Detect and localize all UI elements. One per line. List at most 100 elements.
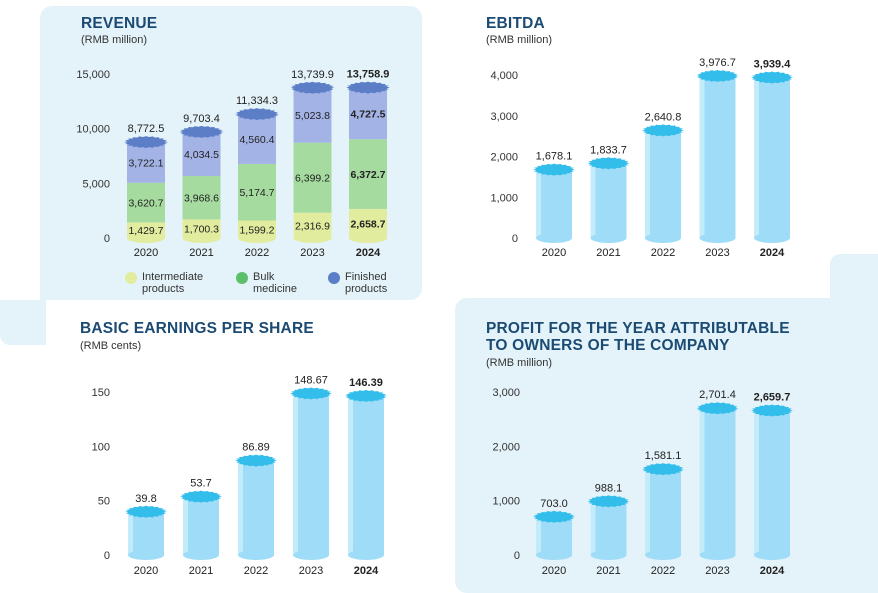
bar-highlight-2021: [183, 496, 188, 555]
revenue-bar-finished-2023: [293, 87, 332, 143]
bar-cap-2023: [696, 69, 739, 82]
bar-highlight-2023: [699, 75, 705, 238]
value-label-2020: 703.0: [540, 498, 568, 510]
x-label-2020: 2020: [134, 565, 158, 577]
bar-highlight-2024: [348, 395, 353, 555]
revenue-chart: 0 5,000 10,000 15,000 1,429.7 3,620.7 3,722.1 8…: [76, 69, 390, 259]
x-label-2022: 2022: [651, 247, 675, 259]
revenue-label-bulk-2022: 5,174.7: [239, 187, 274, 199]
revenue-label-intermediate-2020: 1,429.7: [128, 225, 163, 237]
bar-2022: [645, 130, 681, 238]
bar-base-2024: [348, 550, 384, 560]
bar-highlight-2020: [128, 511, 133, 555]
left-tab-decoration: [0, 300, 46, 345]
bar-cap-2021: [587, 157, 630, 170]
revenue-label-finished-2021: 4,034.5: [184, 149, 219, 161]
bar-2024: [754, 77, 790, 238]
ytick-label-50: 50: [98, 496, 110, 508]
bar-base-2021: [590, 550, 627, 560]
right-tab-decoration: [830, 254, 878, 302]
x-label-2020: 2020: [542, 247, 566, 259]
bar-highlight-2022: [645, 130, 650, 238]
bar-base-2021: [183, 550, 219, 560]
bar-cap-2023: [290, 387, 332, 400]
bar-2023: [293, 393, 329, 555]
legend-bulk-label: Bulk medicine: [253, 271, 298, 295]
bar-base-2022: [645, 550, 681, 560]
revenue-bar-bulk-2020: [127, 182, 165, 223]
bar-2020: [536, 169, 572, 238]
bar-base-2021: [590, 233, 627, 243]
revenue-bar-finished-2021: [182, 131, 221, 177]
revenue-cap-2020: [124, 136, 168, 149]
profit-title-line2: TO OWNERS OF THE COMPANY: [486, 337, 730, 354]
eps-title: BASIC EARNINGS PER SHARE: [80, 320, 314, 337]
revenue-unit: (RMB million): [81, 34, 147, 46]
revenue-ytick-label-15000: 15,000: [76, 69, 110, 81]
bar-2023: [699, 75, 736, 238]
ytick-label-100: 100: [92, 441, 110, 453]
ytick-label-0: 0: [104, 550, 110, 562]
revenue-label-finished-2023: 5,023.8: [295, 110, 330, 122]
bar-cap-2022: [235, 454, 277, 467]
bar-2021: [183, 496, 219, 555]
x-label-2022: 2022: [651, 565, 675, 577]
bar-cap-2021: [587, 495, 630, 508]
ebitda-chart: 0 1,000 2,000 3,000 4,000 1,678.1 2020 1,833.7 2…: [490, 57, 793, 259]
ytick-label-3000: 3,000: [490, 111, 518, 123]
revenue-bar-bulk-2022: [238, 163, 276, 221]
revenue-cap-2021: [179, 125, 224, 138]
bar-2021: [590, 163, 627, 238]
x-label-2024: 2024: [760, 565, 785, 577]
revenue-cap-2022: [235, 108, 279, 121]
revenue-ytick-label-5000: 5,000: [82, 178, 110, 190]
revenue-bar-bulk-2021: [182, 176, 221, 220]
x-label-2023: 2023: [705, 247, 729, 259]
value-label-2020: 39.8: [135, 493, 156, 505]
value-label-2022: 86.89: [242, 442, 270, 454]
bar-2022: [238, 460, 274, 555]
revenue-bar-intermediate-2022: [238, 220, 276, 238]
bar-highlight-2021: [590, 163, 596, 238]
bar-base-2023: [699, 233, 736, 243]
bar-highlight-2024: [754, 410, 759, 555]
bar-highlight-2024: [754, 77, 759, 238]
bar-2024: [348, 395, 384, 555]
bar-highlight-2023: [699, 408, 705, 555]
value-label-2022: 1,581.1: [645, 450, 682, 462]
bar-cap-2024: [345, 389, 387, 402]
profit-title-line1: PROFIT FOR THE YEAR ATTRIBUTABLE: [486, 320, 790, 337]
bar-base-2020: [536, 550, 572, 560]
ytick-label-0: 0: [514, 550, 520, 562]
revenue-label-bulk-2020: 3,620.7: [128, 198, 163, 210]
revenue-cap-2023: [290, 81, 335, 94]
profit-panel: PROFIT FOR THE YEAR ATTRIBUTABLE TO OWNE…: [440, 300, 878, 593]
bar-2021: [590, 501, 627, 555]
eps-chart: 0 50 100 150 39.8 2020 53.7 2021 86.89 2022 148.67…: [92, 374, 387, 577]
bar-2020: [128, 511, 164, 555]
bar-highlight-2022: [238, 460, 243, 555]
revenue-bar-bulk-2024: [349, 139, 387, 209]
legend-intermediate-swatch: [125, 272, 137, 284]
revenue-label-bulk-2023: 6,399.2: [295, 173, 330, 185]
bar-cap-2020: [533, 163, 575, 176]
bar-cap-2021: [180, 490, 222, 503]
bar-2020: [536, 516, 572, 555]
revenue-x-label-2020: 2020: [134, 247, 158, 259]
value-label-2023: 2,701.4: [699, 389, 736, 401]
eps-panel: BASIC EARNINGS PER SHARE (RMB cents) 0 50…: [0, 300, 440, 593]
bar-cap-2020: [533, 510, 575, 523]
ebitda-unit: (RMB million): [486, 34, 552, 46]
ytick-label-0: 0: [512, 233, 518, 245]
bar-cap-2022: [642, 124, 684, 137]
bar-highlight-2021: [590, 501, 596, 555]
x-label-2024: 2024: [760, 247, 785, 259]
bar-2022: [645, 469, 681, 555]
revenue-total-label-2021: 9,703.4: [183, 113, 220, 125]
value-label-2021: 53.7: [190, 478, 211, 490]
value-label-2024: 146.39: [349, 377, 383, 389]
ytick-label-4000: 4,000: [490, 70, 518, 82]
profit-chart: 0 1,000 2,000 3,000 703.0 2020 988.1 2021 1,581.…: [492, 387, 793, 577]
ytick-label-2000: 2,000: [492, 441, 520, 453]
revenue-total-label-2024: 13,758.9: [347, 69, 390, 81]
